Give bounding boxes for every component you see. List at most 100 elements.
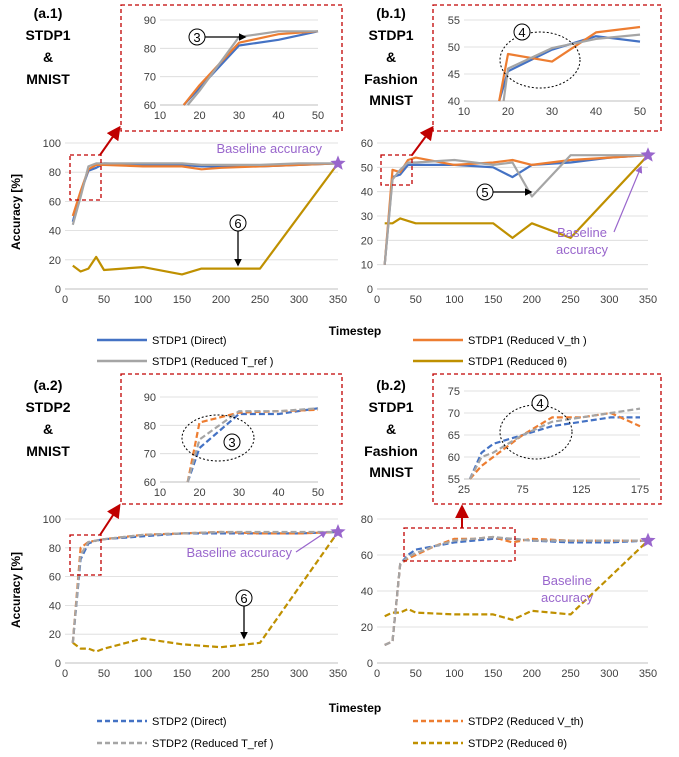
a1z-ytick-label: 70 xyxy=(144,72,156,84)
a2z-xtick-label: 50 xyxy=(312,487,324,499)
arrow-b1 xyxy=(411,125,434,156)
b1-series-vth xyxy=(383,154,649,265)
a1z-xtick-label: 50 xyxy=(312,110,324,122)
a1z-series-direct xyxy=(182,30,319,106)
b1z-series-tref xyxy=(502,33,641,102)
label-b2-dataset2: MNIST xyxy=(369,464,413,480)
b2z-ytick-label: 60 xyxy=(448,452,460,464)
b2-ytick-label: 80 xyxy=(361,514,373,526)
label-b2-id: (b.2) xyxy=(376,377,406,393)
b1-xtick-label: 300 xyxy=(600,294,618,306)
a1z-xtick-label: 30 xyxy=(233,110,245,122)
a1-xtick-label: 0 xyxy=(62,294,68,306)
a2-ytick-label: 20 xyxy=(49,629,61,641)
a2z-ytick-label: 80 xyxy=(144,420,156,432)
xlabel-bottom: Timestep xyxy=(329,701,381,715)
legend2-direct: STDP2 (Direct) xyxy=(152,716,227,728)
b1-xtick-label: 350 xyxy=(639,294,657,306)
callout-5: 5 xyxy=(481,185,488,200)
b1-xtick-label: 150 xyxy=(484,294,502,306)
a1-ytick-label: 100 xyxy=(43,138,61,150)
b1z-xtick-label: 50 xyxy=(634,106,646,118)
b1z-series-vth xyxy=(498,25,641,102)
callout-4-b1: 4 xyxy=(518,25,525,40)
b2z-ytick-label: 65 xyxy=(448,430,460,442)
baseline-label-b2-line2: accuracy xyxy=(541,590,594,605)
b2z-series-tref xyxy=(468,407,641,480)
a2-xtick-label: 50 xyxy=(98,668,110,680)
a2-baseline-star-icon xyxy=(330,524,346,539)
a2-xtick-label: 300 xyxy=(290,668,308,680)
chart-b2-zoom: 55 60 65 70 75 25 75 125 175 xyxy=(448,386,649,496)
a2-series-direct xyxy=(71,530,339,643)
a2-ytick-label: 40 xyxy=(49,600,61,612)
zoom-frame-b2 xyxy=(432,373,662,505)
a1-series-tref xyxy=(71,162,338,226)
zoom-frame-b1 xyxy=(432,4,662,132)
a2z-xtick-label: 20 xyxy=(193,487,205,499)
b1z-xtick-label: 10 xyxy=(458,106,470,118)
b2z-series-vth xyxy=(469,411,641,480)
b1-xtick-label: 250 xyxy=(561,294,579,306)
a2z-xtick-label: 10 xyxy=(154,487,166,499)
b2-baseline-star-icon xyxy=(640,532,656,548)
label-b1-id: (b.1) xyxy=(376,5,406,21)
callout-3-a1: 3 xyxy=(193,30,200,45)
callout-4-b2-circle xyxy=(531,394,549,412)
ylabel-top: Accuracy [%] xyxy=(9,174,23,250)
label-b1-dataset1: Fashion xyxy=(364,71,418,87)
chart-b1: 0 10 20 30 40 50 60 0 50 100 150 200 250 300 350 xyxy=(361,138,657,306)
b2-xtick-label: 50 xyxy=(410,668,422,680)
baseline-label-b1-line2: accuracy xyxy=(556,242,609,257)
legend2-tref: STDP2 (Reduced T_ref ) xyxy=(152,738,273,750)
b2-xtick-label: 150 xyxy=(484,668,502,680)
a2z-series-tref xyxy=(186,407,319,483)
b2z-ytick-label: 70 xyxy=(448,408,460,420)
a2-series-tref xyxy=(71,530,338,643)
baseline-arrow-a2 xyxy=(295,531,328,553)
baseline-label-a2: Baseline accuracy xyxy=(187,545,293,560)
a1z-series-vth xyxy=(182,30,319,106)
a1z-ytick-label: 80 xyxy=(144,43,156,55)
a2-series-theta xyxy=(72,531,339,653)
b1-ytick-label: 40 xyxy=(361,187,373,199)
xlabel-top: Timestep xyxy=(329,324,381,338)
b1-ytick-label: 0 xyxy=(367,284,373,296)
label-b1-dataset2: MNIST xyxy=(369,92,413,108)
a2-xtick-label: 100 xyxy=(134,668,152,680)
b1-series-tref xyxy=(383,154,648,265)
zoom-frame-a2 xyxy=(120,373,343,505)
a1-ytick-label: 0 xyxy=(55,284,61,296)
chart-a1-zoom: 60 70 80 90 10 20 30 40 50 xyxy=(144,15,324,122)
b1-ytick-label: 50 xyxy=(361,162,373,174)
b1z-xtick-label: 30 xyxy=(546,106,558,118)
callout-3-a2-ellipse xyxy=(181,414,255,462)
zoom-frame-a1 xyxy=(120,4,343,132)
a1z-xtick-label: 10 xyxy=(154,110,166,122)
legend1-direct: STDP1 (Direct) xyxy=(152,335,227,347)
chart-a1: 0 20 40 60 80 100 0 50 100 150 200 250 300 350 xyxy=(43,138,348,306)
label-a2-rule: STDP2 xyxy=(25,399,70,415)
a1z-xtick-label: 20 xyxy=(193,110,205,122)
a2-xtick-label: 0 xyxy=(62,668,68,680)
b2-xtick-label: 300 xyxy=(600,668,618,680)
a1-ytick-label: 40 xyxy=(49,226,61,238)
a2z-series-direct xyxy=(186,407,319,483)
a1-xtick-label: 100 xyxy=(134,294,152,306)
chart-b1-zoom: 40 45 50 55 10 20 30 40 50 xyxy=(448,15,646,118)
a2-xtick-label: 150 xyxy=(173,668,191,680)
label-a1-amp: & xyxy=(43,49,53,65)
a1-xtick-label: 200 xyxy=(212,294,230,306)
label-a1-id: (a.1) xyxy=(34,5,63,21)
a2-ytick-label: 100 xyxy=(43,514,61,526)
b2z-xtick-label: 175 xyxy=(631,484,649,496)
a1-xtick-label: 150 xyxy=(173,294,191,306)
legend1-vth: STDP1 (Reduced V_th ) xyxy=(468,335,587,347)
b1-ytick-label: 30 xyxy=(361,211,373,223)
a1z-ytick-label: 90 xyxy=(144,15,156,27)
a2z-xtick-label: 30 xyxy=(233,487,245,499)
b2-series-tref xyxy=(384,535,648,646)
a1-baseline-star-icon xyxy=(330,155,346,170)
b1-xtick-label: 50 xyxy=(410,294,422,306)
label-a1-rule: STDP1 xyxy=(25,27,70,43)
